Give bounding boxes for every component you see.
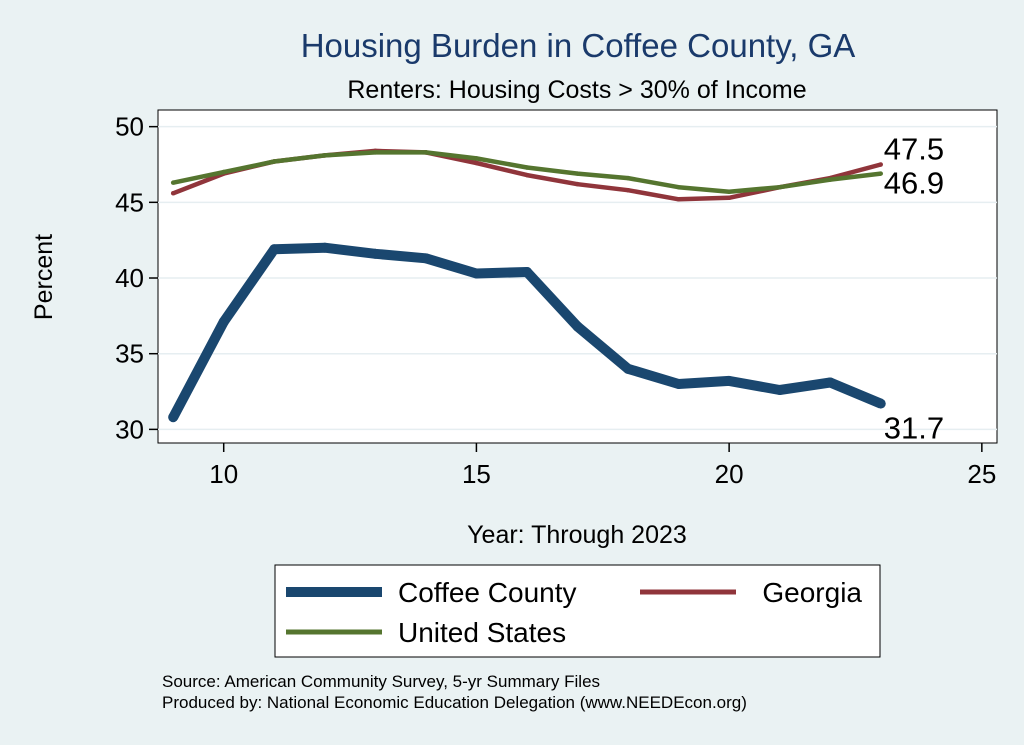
data-point-georgia [726,195,732,201]
data-point-united-states [827,177,833,182]
data-point-georgia [474,160,479,166]
data-point-coffee-county [623,363,634,374]
data-point-georgia [524,172,530,178]
source-line-2: Produced by: National Economic Education… [162,693,747,712]
data-point-coffee-county [572,321,583,332]
data-point-united-states [474,156,479,161]
y-tick-label: 35 [115,339,144,369]
x-tick-label: 20 [715,459,744,489]
source-line-1: Source: American Community Survey, 5-yr … [162,672,600,691]
data-point-united-states [625,175,631,181]
y-tick-label: 40 [115,263,144,293]
data-point-coffee-county [370,248,381,259]
data-point-united-states [322,153,328,158]
end-label-georgia: 47.5 [884,131,944,166]
data-point-georgia [625,187,631,193]
data-point-united-states [423,150,429,155]
data-point-coffee-county [521,266,532,277]
data-point-united-states [524,165,530,170]
x-axis: 10 15 20 25 [209,443,996,489]
plot-area [157,109,998,444]
legend [274,564,881,658]
data-point-united-states [676,184,681,190]
data-point-coffee-county [875,398,886,409]
data-point-coffee-county [218,316,229,327]
data-point-coffee-county [168,412,179,423]
data-point-coffee-county [673,378,684,389]
end-label-united-states: 46.9 [884,166,944,201]
chart-subtitle: Renters: Housing Costs > 30% of Income [347,76,806,104]
data-point-united-states [221,169,226,175]
y-tick-label: 30 [115,414,144,444]
grid-lines [158,125,997,431]
data-point-coffee-county [825,377,836,388]
end-label-coffee-county: 31.7 [884,411,944,446]
data-point-united-states [271,159,277,164]
data-point-georgia [575,181,580,187]
x-tick-label: 10 [209,459,238,489]
data-point-united-states [373,150,378,155]
data-point-coffee-county [269,244,280,255]
data-point-georgia [170,191,176,196]
y-axis-label: Percent [30,234,58,320]
legend-label-coffee-county: Coffee County [398,577,577,608]
data-point-united-states [575,171,580,176]
x-tick-label: 25 [967,459,996,489]
data-point-coffee-county [724,375,735,386]
data-point-georgia [878,162,884,167]
y-tick-label: 50 [115,112,144,142]
chart-title: Housing Burden in Coffee County, GA [301,27,856,64]
data-point-united-states [170,180,176,185]
data-point-coffee-county [774,385,785,396]
data-point-united-states [777,184,782,190]
series-group [168,148,886,423]
data-point-united-states [726,189,732,194]
x-tick-label: 15 [462,459,491,489]
legend-label-united-states: United States [398,617,566,648]
data-point-georgia [676,197,681,202]
legend-label-georgia: Georgia [762,577,862,608]
y-axis: 30 35 40 45 50 [115,112,158,444]
x-axis-label: Year: Through 2023 [467,521,687,549]
y-tick-label: 45 [115,187,144,217]
data-point-coffee-county [420,253,431,264]
legend-items: Coffee County Georgia United States [286,577,862,648]
data-point-united-states [878,171,884,176]
end-labels: 31.7 47.546.9 [884,131,944,445]
data-point-coffee-county [471,268,482,279]
data-point-coffee-county [319,242,330,253]
